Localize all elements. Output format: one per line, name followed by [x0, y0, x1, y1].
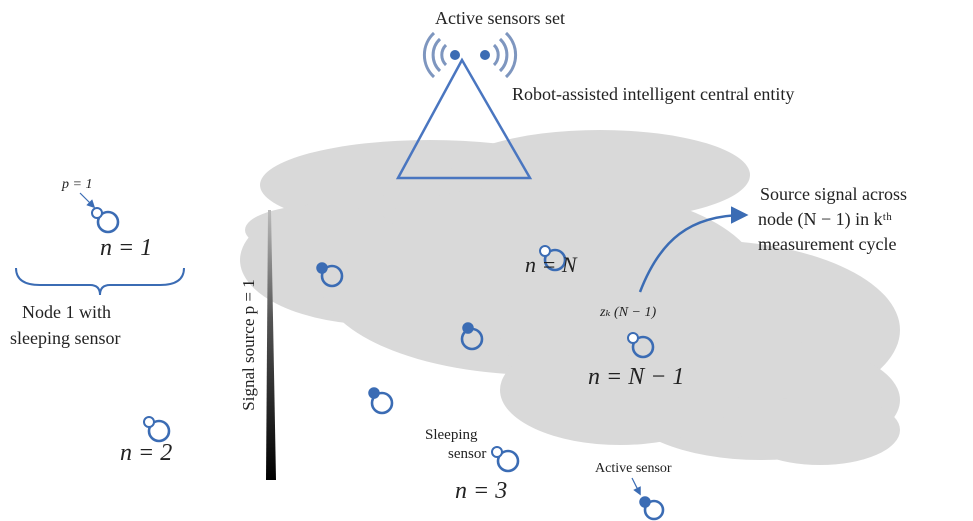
node-label: n = 1 [100, 235, 152, 261]
entity-label: Robot-assisted intelligent central entit… [512, 84, 794, 104]
arrow [638, 206, 749, 293]
node-label: n = 3 [455, 478, 507, 504]
note: sensor [448, 446, 486, 462]
signal-wedge [266, 210, 276, 480]
note: measurement cycle [758, 234, 896, 254]
arrow [79, 192, 96, 209]
signal-source-label: Signal source p = 1 [239, 279, 258, 410]
sensor [627, 332, 655, 359]
sensor [143, 416, 171, 443]
sensor [491, 446, 520, 473]
central-entity [395, 57, 533, 180]
sensor [539, 245, 567, 272]
note: Sleeping [425, 427, 478, 443]
sensor [368, 387, 394, 415]
note: Node 1 with [22, 302, 111, 322]
cloud [240, 130, 900, 465]
title: Active sensors set [435, 8, 565, 28]
note: sleeping sensor [10, 328, 120, 348]
node-label: n = 2 [120, 440, 172, 466]
z-label: zₖ (N − 1) [599, 305, 657, 320]
wifi-icon [422, 31, 518, 79]
sensor [639, 496, 665, 521]
sensor [460, 322, 484, 351]
p-label: p = 1 [61, 177, 92, 192]
node-label: n = N − 1 [588, 364, 684, 390]
note: Source signal across [760, 184, 907, 204]
sensor [316, 262, 344, 288]
node-label: n = N [525, 252, 578, 277]
note: Active sensor [595, 461, 672, 476]
brace [15, 267, 185, 296]
note: node (N − 1) in kᵗʰ [758, 209, 892, 230]
arrow [631, 477, 641, 496]
sensor [91, 207, 120, 234]
